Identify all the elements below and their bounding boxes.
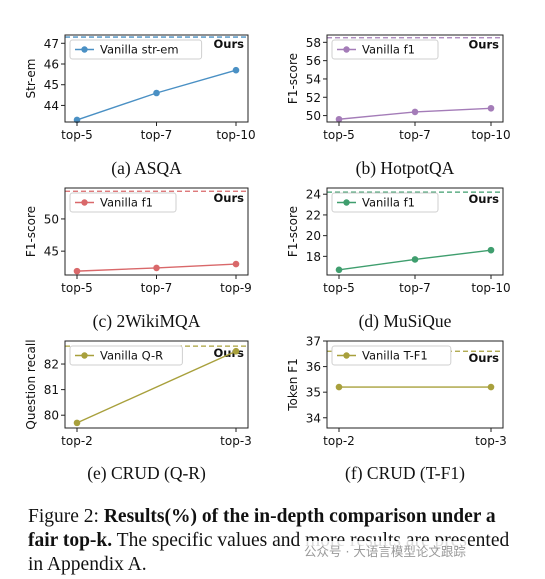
- y-tick-label: 45: [44, 245, 59, 259]
- plot-frame: [326, 340, 504, 429]
- x-tick-label: top-5: [323, 281, 355, 295]
- y-tick-label: 82: [44, 358, 59, 372]
- x-tick-label: top-5: [61, 281, 93, 295]
- x-tick-label: top-3: [475, 434, 507, 448]
- x-tick-label: top-5: [323, 128, 355, 142]
- x-tick-label: top-2: [323, 434, 355, 448]
- legend-swatch-marker: [343, 46, 350, 53]
- y-tick-label: 50: [306, 109, 321, 123]
- legend-swatch-marker: [343, 199, 350, 206]
- x-tick-label: top-7: [399, 281, 431, 295]
- y-axis-label: F1-score: [286, 206, 300, 257]
- legend-box: [69, 345, 183, 366]
- reference-label: Ours: [214, 346, 245, 360]
- y-tick-label: 34: [306, 411, 321, 425]
- legend-label: Vanilla f1: [362, 196, 415, 210]
- legend-box: [331, 192, 439, 213]
- y-tick-label: 45: [44, 78, 59, 92]
- data-point: [232, 260, 240, 268]
- legend-box: [331, 345, 452, 366]
- legend-box: [331, 39, 439, 60]
- legend-label: Vanilla str-em: [100, 43, 179, 57]
- legend-label: Vanilla f1: [100, 196, 153, 210]
- legend-swatch-marker: [81, 46, 88, 53]
- data-point: [153, 89, 160, 97]
- y-axis-label: Question recall: [24, 339, 38, 429]
- y-axis-label: Str-em: [24, 59, 38, 99]
- y-tick-label: 58: [306, 36, 321, 50]
- data-point: [232, 347, 240, 355]
- data-point: [487, 104, 495, 112]
- y-axis-label: F1-score: [286, 53, 300, 104]
- y-tick-label: 36: [306, 360, 321, 374]
- y-tick-label: 46: [44, 58, 59, 72]
- y-tick-label: 44: [44, 99, 59, 113]
- y-tick-label: 50: [44, 212, 59, 226]
- x-tick-label: top-10: [471, 128, 510, 142]
- y-tick-label: 47: [44, 37, 59, 51]
- legend-box: [69, 39, 203, 60]
- y-tick-label: 37: [306, 335, 321, 349]
- x-tick-label: top-7: [399, 128, 431, 142]
- y-tick-label: 22: [306, 208, 321, 222]
- data-point: [335, 266, 343, 274]
- y-axis-label: F1-score: [24, 206, 38, 257]
- subcaption: (c) 2WikiMQA: [93, 311, 201, 331]
- reference-label: Ours: [214, 191, 245, 205]
- y-tick-label: 81: [44, 383, 59, 397]
- data-point: [232, 66, 240, 74]
- y-tick-label: 52: [306, 91, 321, 105]
- x-tick-label: top-2: [61, 434, 93, 448]
- data-point: [335, 115, 343, 123]
- watermark: 公众号 · 大语言模型论文跟踪: [302, 541, 468, 560]
- y-tick-label: 54: [306, 72, 321, 86]
- x-tick-label: top-7: [141, 128, 173, 142]
- legend-label: Vanilla Q-R: [100, 349, 163, 363]
- subcaption: (d) MuSiQue: [359, 311, 452, 331]
- y-tick-label: 20: [306, 229, 321, 243]
- subcaption: (e) CRUD (Q-R): [87, 463, 206, 483]
- x-tick-label: top-3: [220, 434, 252, 448]
- caption-bold: Results(%) of the in-depth comparison un…: [28, 506, 496, 551]
- reference-label: Ours: [214, 37, 245, 51]
- legend-swatch-marker: [81, 352, 88, 359]
- y-tick-label: 35: [306, 386, 321, 400]
- data-point: [335, 383, 343, 391]
- subcaption: (a) ASQA: [111, 158, 182, 178]
- data-point: [73, 267, 81, 275]
- x-tick-label: top-7: [141, 281, 173, 295]
- subcaption: (b) HotpotQA: [356, 158, 455, 178]
- figure: Ours 44 45 46 47 top-5 top-7 top-10 Str-em Vanill…: [24, 34, 511, 483]
- y-tick-label: 24: [306, 188, 321, 202]
- reference-label: Ours: [469, 192, 500, 206]
- plot-frame: [64, 340, 249, 429]
- legend-box: [69, 192, 177, 213]
- y-tick-label: 56: [306, 54, 321, 68]
- y-tick-label: 18: [306, 250, 321, 264]
- data-point: [487, 246, 495, 254]
- legend-swatch-marker: [81, 199, 88, 206]
- caption-prefix: Figure 2:: [28, 506, 104, 527]
- x-tick-label: top-10: [216, 128, 255, 142]
- series-line: [76, 350, 237, 424]
- y-axis-label: Token F1: [286, 358, 300, 412]
- data-point: [153, 264, 160, 272]
- data-point: [411, 256, 419, 263]
- reference-label: Ours: [469, 351, 500, 365]
- data-point: [73, 419, 81, 427]
- legend-label: Vanilla T-F1: [362, 349, 428, 363]
- legend-swatch-marker: [343, 352, 350, 359]
- legend-label: Vanilla f1: [362, 43, 415, 57]
- x-tick-label: top-9: [220, 281, 252, 295]
- data-point: [487, 383, 495, 391]
- y-tick-label: 80: [44, 409, 59, 423]
- x-tick-label: top-10: [471, 281, 510, 295]
- x-tick-label: top-5: [61, 128, 93, 142]
- subcaption: (f) CRUD (T-F1): [345, 463, 465, 483]
- data-point: [411, 108, 419, 116]
- reference-label: Ours: [469, 38, 500, 52]
